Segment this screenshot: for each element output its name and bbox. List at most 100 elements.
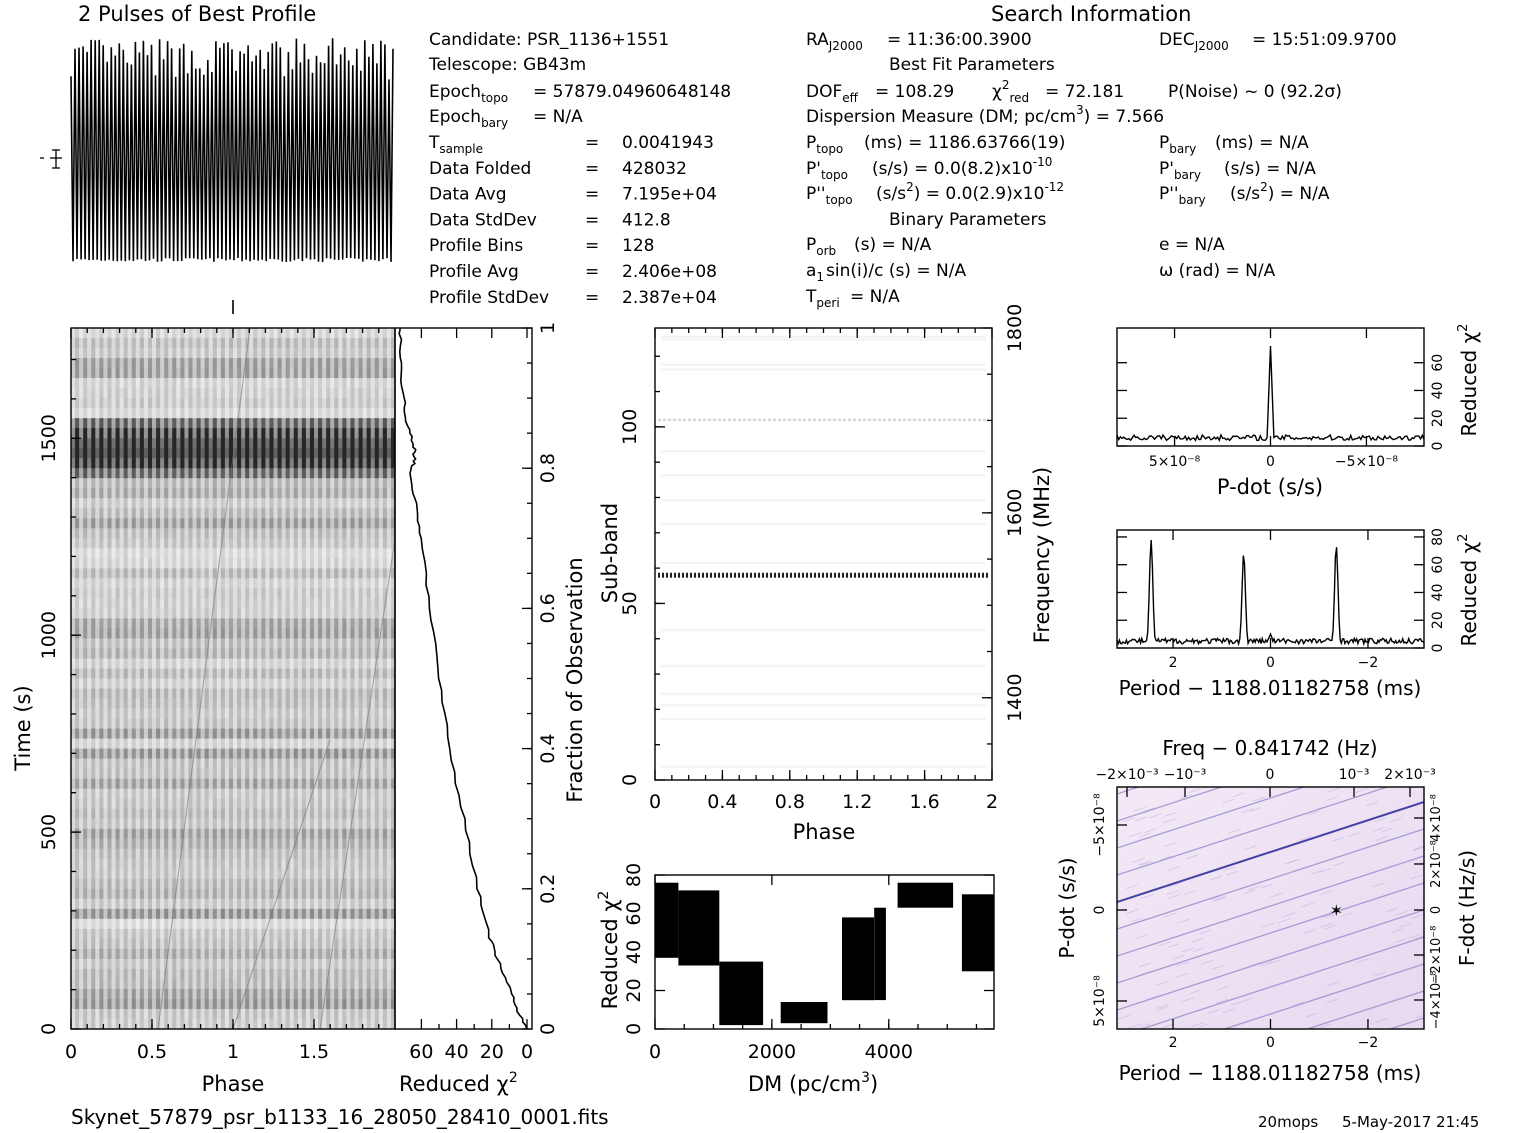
time-cell	[204, 908, 210, 920]
time-cell	[233, 768, 238, 780]
time-cell	[79, 658, 84, 669]
time-cell	[281, 738, 287, 749]
time-cell	[386, 898, 392, 910]
time-cell	[318, 878, 323, 890]
time-cell	[354, 638, 359, 649]
time-cell	[390, 488, 396, 499]
time-cell	[350, 418, 355, 429]
time-cell	[301, 478, 307, 489]
time-cell	[273, 328, 278, 339]
time-cell	[152, 548, 157, 559]
time-cell	[143, 698, 149, 709]
time-cell	[156, 818, 161, 830]
time-cell	[322, 478, 327, 489]
time-cell	[314, 548, 319, 559]
time-cell	[241, 618, 246, 629]
time-cell	[91, 688, 96, 699]
time-cell	[83, 348, 88, 359]
time-cell	[305, 708, 311, 719]
time-cell	[208, 628, 214, 639]
time-cell	[277, 688, 282, 699]
time-cell	[273, 708, 278, 719]
time-cell	[160, 658, 165, 669]
time-cell	[119, 338, 125, 349]
time-cell	[354, 398, 359, 409]
time-cell	[212, 368, 218, 379]
time-cell	[289, 738, 295, 749]
time-cell	[119, 478, 125, 489]
time-cell	[269, 798, 274, 810]
time-cell	[297, 578, 303, 589]
time-cell	[180, 648, 185, 659]
time-cell	[305, 508, 311, 519]
time-cell	[119, 858, 125, 870]
time-cell	[220, 368, 226, 379]
time-cell	[79, 378, 84, 389]
time-cell	[305, 838, 311, 850]
time-cell	[143, 888, 149, 900]
time-cell	[212, 838, 218, 850]
time-cell	[334, 718, 339, 729]
time-cell	[257, 428, 262, 439]
info-row-equals: =	[585, 210, 599, 230]
time-cell	[196, 488, 201, 499]
time-cell	[184, 468, 189, 479]
time-cell	[220, 438, 226, 449]
time-cell	[326, 398, 331, 409]
time-cell	[293, 718, 299, 729]
time-cell	[309, 568, 315, 579]
time-cell	[147, 588, 153, 599]
time-cell	[103, 678, 108, 689]
time-cell	[131, 858, 137, 870]
time-cell	[131, 518, 137, 529]
time-cell	[107, 468, 112, 479]
time-cell	[99, 858, 104, 870]
time-cell	[216, 788, 222, 800]
time-cell	[245, 498, 250, 509]
time-cell	[245, 328, 250, 339]
time-cell	[224, 858, 230, 870]
time-cell	[314, 608, 319, 619]
time-cell	[273, 868, 278, 880]
time-cell	[281, 678, 287, 689]
time-cell	[147, 858, 153, 870]
time-cell	[139, 498, 145, 509]
time-cell	[305, 908, 311, 920]
time-row	[71, 588, 396, 599]
time-cell	[309, 358, 315, 369]
time-cell	[362, 568, 368, 579]
time-cell	[237, 418, 242, 429]
time-cell	[115, 718, 120, 729]
time-cell	[139, 378, 145, 389]
time-cell	[111, 598, 116, 609]
time-cell	[370, 488, 376, 499]
time-cell	[204, 768, 210, 780]
time-cell	[257, 598, 262, 609]
time-cell	[265, 748, 270, 760]
time-cell	[196, 628, 201, 639]
time-cell	[233, 908, 238, 920]
time-cell	[346, 528, 351, 539]
time-cell	[172, 418, 177, 429]
time-cell	[366, 878, 372, 890]
time-cell	[342, 818, 347, 830]
time-cell	[309, 338, 315, 349]
time-cell	[253, 868, 258, 880]
time-cell	[204, 698, 210, 709]
time-cell	[261, 398, 266, 409]
time-cell	[103, 598, 108, 609]
time-cell	[390, 728, 396, 739]
time-cell	[309, 898, 315, 910]
time-cell	[358, 878, 363, 890]
time-cell	[119, 698, 125, 709]
time-cell	[374, 588, 380, 599]
time-cell	[309, 668, 315, 679]
time-cell	[71, 728, 76, 739]
time-cell	[350, 618, 355, 629]
time-cell	[131, 748, 137, 760]
time-cell	[245, 348, 250, 359]
time-cell	[152, 328, 157, 339]
time-cell	[156, 418, 161, 429]
time-cell	[297, 848, 303, 860]
time-cell	[293, 688, 299, 699]
